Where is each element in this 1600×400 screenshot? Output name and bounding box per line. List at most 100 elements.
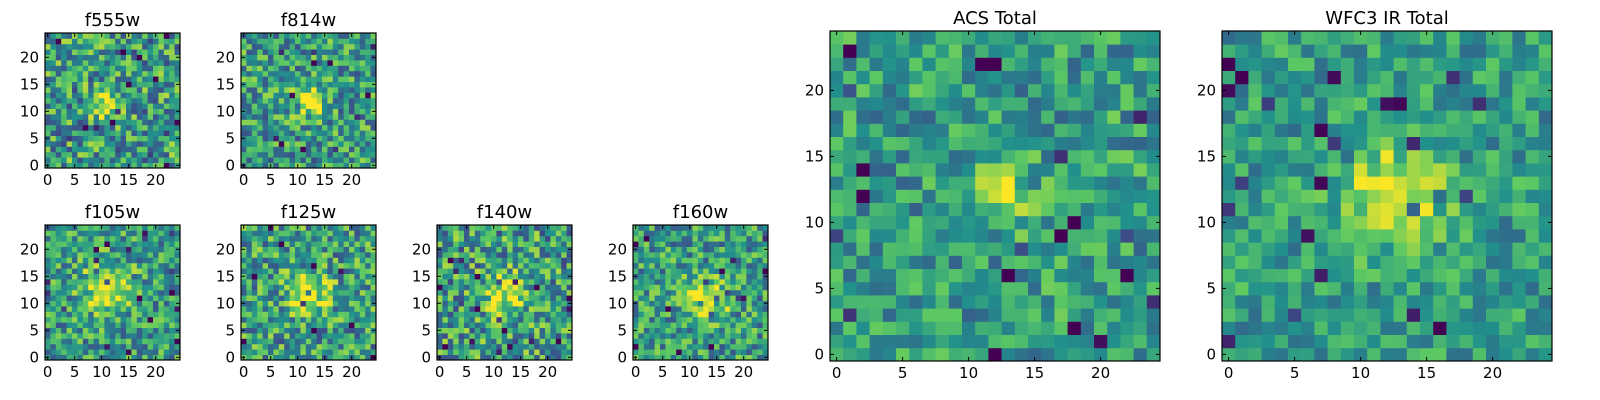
heatmap-cell [474,252,481,258]
heatmap-cell [735,327,742,334]
heatmap-cell [1028,334,1042,349]
heatmap-cell [1512,176,1526,190]
heatmap-cell [1028,70,1042,85]
heatmap-cell [300,333,307,339]
heatmap-cell [550,235,557,242]
heatmap-cell [251,257,258,264]
heatmap-cell [359,81,366,88]
heatmap-cell [99,257,105,264]
heatmap-cell [643,230,650,237]
heatmap-cell [50,33,57,39]
heatmap-cell [246,322,253,328]
heatmap-cell [72,241,78,247]
heatmap-cell [518,284,524,291]
heatmap-cell [703,241,709,247]
heatmap-cell [1054,70,1068,85]
heatmap-cell [88,151,94,158]
heatmap-cell [480,300,486,307]
heatmap-cell [273,130,280,136]
heatmap-cell [365,235,371,242]
heatmap-cell [169,327,175,334]
heatmap-cell [442,333,449,339]
heatmap-cell [762,257,769,264]
heatmap-cell [751,225,758,231]
heatmap-cell [1028,308,1042,322]
heatmap-cell [762,311,769,318]
heatmap-cell [359,97,366,104]
heatmap-cell [485,246,492,253]
heatmap-cell [1354,215,1368,230]
heatmap-cell [1014,57,1029,71]
heatmap-cell [131,92,138,99]
heatmap-cell [1133,295,1148,309]
heatmap-cell [262,162,269,169]
heatmap-cell [268,316,274,323]
heatmap-cell [241,257,247,264]
heatmap-cell [273,43,280,50]
heatmap-cell [120,225,127,231]
heatmap-cell [1393,176,1408,190]
heatmap-cell [147,81,154,88]
heatmap-cell [539,246,546,253]
heatmap-cell [349,338,355,345]
heatmap-cell [741,252,747,258]
heatmap-cell [169,316,175,323]
heatmap-cell [687,289,693,296]
heatmap-cell [142,135,148,142]
heatmap-cell [93,279,100,285]
heatmap-cell [169,124,175,131]
heatmap-cell [469,333,476,339]
heatmap-cell [1340,149,1355,164]
heatmap-cell [555,268,562,274]
heatmap-cell [528,246,535,253]
heatmap-cell [843,215,857,230]
heatmap-cell [1120,70,1134,85]
heatmap-cell [251,81,258,88]
heatmap-cell [120,87,127,93]
heatmap-cell [45,311,51,318]
heatmap-cell [61,114,67,120]
heatmap-cell [66,54,73,61]
heatmap-cell [268,43,274,50]
heatmap-cell [545,322,551,328]
heatmap-cell [284,92,290,99]
heatmap-cell [131,225,138,231]
heatmap-cell [354,70,361,77]
heatmap-cell [1433,229,1447,243]
heatmap-cell [66,114,73,120]
heatmap-cell [88,343,94,350]
heatmap-cell [295,65,301,72]
heatmap-cell [268,300,274,307]
heatmap-cell [289,87,296,93]
heatmap-cell [300,146,307,153]
heatmap-cell [126,146,132,153]
heatmap-cell [153,76,159,82]
heatmap-cell [311,289,317,296]
heatmap-cell [93,60,100,66]
heatmap-cell [251,119,258,126]
heatmap-cell [681,273,688,280]
heatmap-cell [528,273,535,280]
heatmap-cell [703,333,709,339]
heatmap-cell [714,333,720,339]
heatmap-cell [1499,215,1513,230]
heatmap-cell [735,225,742,231]
heatmap-cell [474,225,481,231]
heatmap-cell [316,70,323,77]
heatmap-cell [284,230,290,237]
heatmap-cell [115,322,121,328]
heatmap-cell [278,33,285,39]
heatmap-cell [359,241,366,247]
heatmap-cell [153,311,159,318]
heatmap-cell [896,110,910,124]
heatmap-cell [142,162,148,169]
heatmap-cell [354,108,361,115]
heatmap-cell [896,163,910,177]
heatmap-cell [66,316,73,323]
heatmap-cell [442,273,449,280]
heatmap-cell [1512,295,1526,309]
heatmap-cell [66,43,73,50]
heatmap-cell [714,306,720,312]
heatmap-cell [1014,321,1029,335]
heatmap-cell [126,268,132,274]
